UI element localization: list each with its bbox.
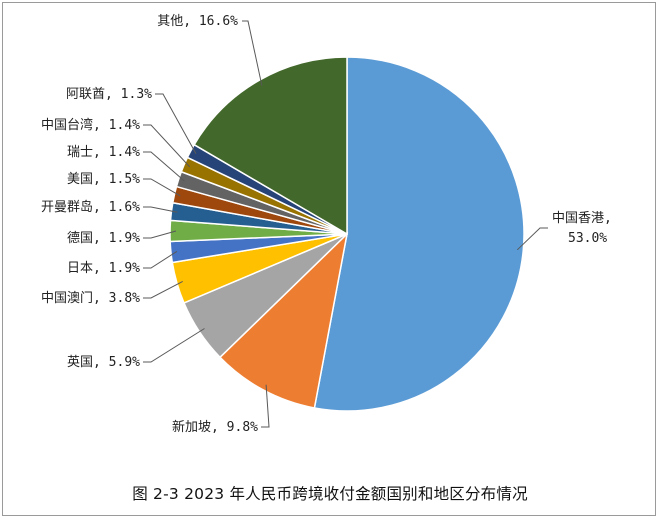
pie-slice-0 xyxy=(313,56,525,412)
slice-value-0: 53.0% xyxy=(568,231,607,246)
leader-line-7 xyxy=(143,178,181,197)
slice-label-5: 德国, 1.9% xyxy=(67,231,140,246)
leader-line-9 xyxy=(143,124,191,168)
leader-line-11 xyxy=(242,20,263,86)
leader-line-10 xyxy=(155,93,197,155)
slice-label-9: 中国台湾, 1.4% xyxy=(41,117,140,133)
slice-label-3: 中国澳门, 3.8% xyxy=(41,290,140,306)
slice-label-0: 中国香港, xyxy=(552,211,612,226)
slice-label-10: 阿联酋, 1.3% xyxy=(66,86,152,102)
leader-line-2 xyxy=(143,328,205,363)
leader-line-1 xyxy=(261,384,270,428)
pie-chart: 中国香港, 53.0% 新加坡, 9.8% 英国, 5.9% 中国澳门, 3.8% 日本,… xyxy=(41,14,612,435)
leader-line-0 xyxy=(516,227,548,251)
slice-label-1: 新加坡, 9.8% xyxy=(172,419,258,435)
figure-caption: 图 2-3 2023 年人民币跨境收付金额国别和地区分布情况 xyxy=(132,485,528,503)
leader-line-5 xyxy=(143,230,177,239)
leader-line-4 xyxy=(143,250,178,269)
leader-line-3 xyxy=(143,280,183,299)
slice-label-6: 开曼群岛, 1.6% xyxy=(41,199,140,215)
pie-slice-1 xyxy=(218,231,349,409)
leader-line-8 xyxy=(143,151,185,182)
pie-slice-11 xyxy=(193,56,348,236)
slice-label-2: 英国, 5.9% xyxy=(67,355,140,370)
slice-label-11: 其他, 16.6% xyxy=(157,14,238,29)
slice-label-4: 日本, 1.9% xyxy=(67,261,140,276)
slice-label-7: 美国, 1.5% xyxy=(67,172,140,187)
slice-label-8: 瑞士, 1.4% xyxy=(67,145,140,160)
leader-line-6 xyxy=(143,206,178,213)
